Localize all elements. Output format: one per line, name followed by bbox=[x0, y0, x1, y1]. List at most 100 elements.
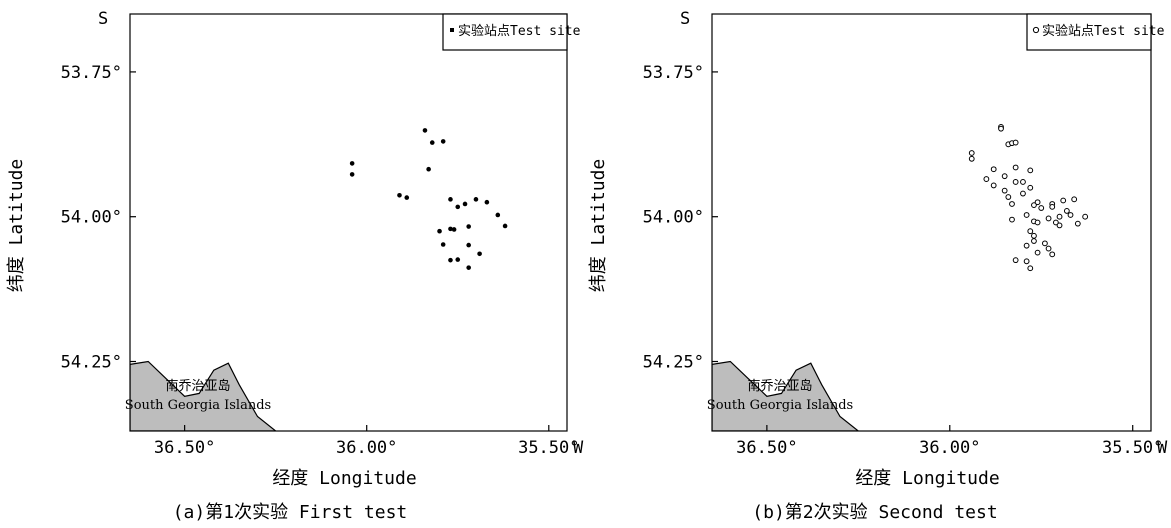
data-point bbox=[1038, 205, 1045, 211]
data-point bbox=[1034, 199, 1041, 206]
data-point bbox=[466, 265, 471, 270]
panel-b: 南乔治亚岛 South Georgia Islands 53.75° 54.00° 54… bbox=[588, 9, 1168, 523]
data-point bbox=[1023, 242, 1030, 249]
island-landmass bbox=[712, 360, 860, 431]
y-tick-label: 54.00° bbox=[61, 208, 122, 228]
island-label-cn: 南乔治亚岛 bbox=[747, 378, 812, 394]
legend-label: 实验站点Test site bbox=[458, 23, 581, 39]
data-point bbox=[1005, 194, 1012, 200]
panel-caption: (b)第2次实验 Second test bbox=[752, 502, 997, 523]
island-landmass bbox=[130, 360, 277, 431]
x-tick-label: 36.50° bbox=[736, 438, 797, 458]
data-point bbox=[349, 161, 355, 166]
data-point bbox=[1020, 190, 1026, 197]
data-point bbox=[1009, 201, 1015, 207]
data-point bbox=[462, 201, 468, 207]
y-tick-label: 53.75° bbox=[61, 63, 122, 83]
data-point bbox=[397, 192, 402, 198]
x-tick-label: 36.00° bbox=[336, 438, 397, 458]
data-point bbox=[495, 212, 501, 218]
data-point bbox=[1082, 213, 1089, 220]
legend-marker bbox=[1032, 26, 1040, 34]
data-point bbox=[1012, 179, 1019, 185]
data-point bbox=[1027, 184, 1034, 191]
data-point bbox=[1071, 196, 1078, 203]
data-point bbox=[1063, 208, 1070, 214]
island-label-en: South Georgia Islands bbox=[707, 398, 853, 413]
data-point bbox=[484, 199, 490, 205]
data-point bbox=[1045, 245, 1052, 252]
data-point bbox=[1031, 232, 1037, 239]
data-point bbox=[1027, 265, 1034, 272]
data-point bbox=[1034, 249, 1041, 256]
data-point bbox=[437, 228, 442, 234]
legend-box bbox=[442, 13, 568, 51]
data-point bbox=[1001, 187, 1008, 194]
legend-marker bbox=[450, 28, 454, 32]
y-axis-label: 纬度 Latitude bbox=[6, 159, 27, 293]
y-tick-label: 54.25° bbox=[643, 353, 704, 373]
island-label-en: South Georgia Islands bbox=[125, 398, 271, 413]
data-point bbox=[455, 204, 461, 210]
x-tick-label: 35.50° bbox=[1102, 438, 1163, 458]
y-tick-label: 54.25° bbox=[61, 353, 122, 373]
data-point bbox=[466, 242, 471, 248]
plot-frame bbox=[711, 13, 1152, 432]
data-point bbox=[349, 172, 355, 177]
data-point bbox=[448, 226, 453, 232]
y-tick-label: 53.75° bbox=[643, 63, 704, 83]
island-label-cn: 南乔治亚岛 bbox=[165, 378, 230, 394]
data-point bbox=[1034, 219, 1041, 226]
x-axis-label: 经度 Longitude bbox=[272, 468, 416, 489]
data-point bbox=[1009, 216, 1015, 223]
legend-box bbox=[1026, 13, 1152, 51]
data-point bbox=[1012, 257, 1019, 264]
data-point bbox=[1027, 228, 1034, 235]
data-point bbox=[1023, 212, 1030, 218]
data-point bbox=[422, 128, 428, 133]
data-point bbox=[1023, 258, 1030, 265]
data-point bbox=[448, 197, 453, 202]
data-point bbox=[426, 166, 431, 172]
data-point bbox=[440, 139, 446, 144]
data-point bbox=[968, 155, 975, 162]
data-point bbox=[1074, 220, 1081, 227]
data-point bbox=[983, 176, 990, 182]
data-point bbox=[990, 166, 997, 173]
data-point bbox=[502, 223, 508, 229]
data-point bbox=[1031, 238, 1037, 244]
data-point bbox=[1012, 139, 1019, 146]
data-point bbox=[440, 242, 446, 247]
data-point bbox=[477, 251, 482, 257]
y-hemisphere-label: S bbox=[98, 9, 108, 29]
data-point bbox=[1056, 213, 1063, 220]
data-point bbox=[404, 195, 410, 200]
data-point bbox=[1020, 179, 1026, 185]
x-axis-label: 经度 Longitude bbox=[855, 468, 999, 489]
data-point bbox=[990, 182, 997, 189]
plot-frame bbox=[129, 13, 568, 432]
y-tick-label: 54.00° bbox=[643, 208, 704, 228]
x-tick-label: 35.50° bbox=[518, 438, 579, 458]
x-tick-label: 36.50° bbox=[154, 438, 215, 458]
data-point bbox=[1001, 173, 1008, 180]
x-hemisphere-label: W bbox=[1157, 438, 1168, 458]
y-hemisphere-label: S bbox=[680, 9, 690, 29]
data-point bbox=[1012, 164, 1019, 171]
panel-caption: (a)第1次实验 First test bbox=[173, 502, 408, 523]
data-point bbox=[1052, 219, 1059, 226]
data-point bbox=[1067, 212, 1074, 218]
data-point bbox=[968, 150, 975, 156]
data-point bbox=[455, 257, 461, 262]
panel-a: 南乔治亚岛 South Georgia Islands 53.75° 54.00° 54… bbox=[6, 9, 584, 523]
x-hemisphere-label: W bbox=[573, 438, 584, 458]
data-point bbox=[1060, 197, 1067, 204]
data-point bbox=[1027, 167, 1034, 174]
data-point bbox=[1056, 222, 1063, 229]
data-point bbox=[473, 197, 479, 202]
legend-label: 实验站点Test site bbox=[1042, 23, 1165, 39]
data-point bbox=[448, 257, 453, 263]
data-point bbox=[451, 227, 457, 232]
data-point bbox=[429, 140, 435, 145]
